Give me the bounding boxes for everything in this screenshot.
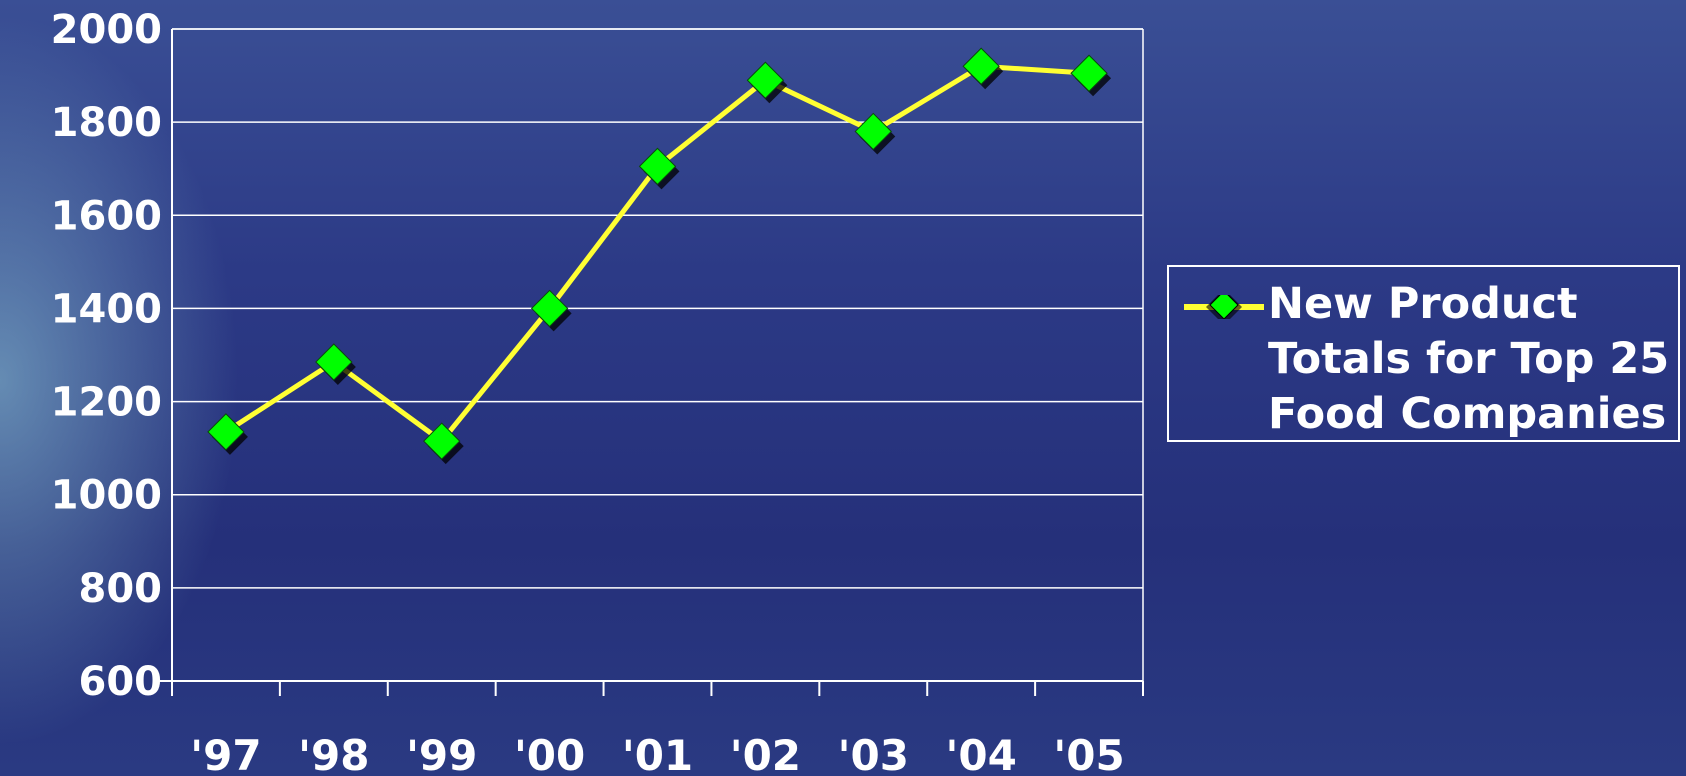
y-tick-label: 1000 xyxy=(51,473,162,519)
data-point-marker xyxy=(746,61,785,99)
legend-line-marker-icon xyxy=(1184,295,1264,319)
x-tick-label: '05 xyxy=(1053,731,1124,776)
data-point-marker xyxy=(530,289,569,328)
data-point-marker xyxy=(854,112,892,151)
y-tick-label: 2000 xyxy=(51,7,162,53)
y-tick-label: 1800 xyxy=(51,100,162,146)
y-tick-label: 1200 xyxy=(51,380,162,426)
data-point xyxy=(746,61,788,104)
gridlines xyxy=(172,28,1143,589)
legend: New Product Totals for Top 25 Food Compa… xyxy=(1167,265,1680,442)
data-point xyxy=(423,422,464,465)
x-tick-label: '00 xyxy=(514,731,585,776)
x-tick-label: '01 xyxy=(622,731,693,776)
data-point-marker xyxy=(1070,54,1108,92)
x-axis-tick-labels: '97 '98 '99 '00 '01 '02 '03 '04 '05 xyxy=(190,731,1124,776)
y-tick-label: 800 xyxy=(79,566,163,612)
series-new-product-totals xyxy=(207,47,1112,465)
y-axis-tick-labels: 2000 1800 1600 1400 1200 1000 800 600 xyxy=(51,7,162,705)
x-tick-label: '97 xyxy=(190,731,261,776)
data-point-marker xyxy=(423,422,461,460)
x-tick-label: '99 xyxy=(406,731,477,776)
x-tick-label: '02 xyxy=(730,731,801,776)
data-point xyxy=(315,343,356,385)
data-point xyxy=(962,47,1004,90)
data-point-marker xyxy=(962,47,1000,85)
x-tick-label: '98 xyxy=(298,731,369,776)
data-point-marker xyxy=(315,343,353,381)
x-tick-label: '03 xyxy=(838,731,909,776)
data-point xyxy=(638,147,680,190)
data-point-marker xyxy=(638,147,677,186)
legend-label: New Product Totals for Top 25 Food Compa… xyxy=(1268,279,1670,439)
data-point xyxy=(530,289,572,332)
y-tick-label: 1400 xyxy=(51,286,162,332)
data-point-marker xyxy=(207,413,245,451)
y-tick-label: 600 xyxy=(79,659,163,705)
y-tick-label: 1600 xyxy=(51,193,162,239)
data-point xyxy=(207,413,248,455)
axes xyxy=(157,28,1144,696)
x-tick-label: '04 xyxy=(946,731,1017,776)
data-point xyxy=(1070,54,1112,97)
data-point xyxy=(854,112,896,155)
